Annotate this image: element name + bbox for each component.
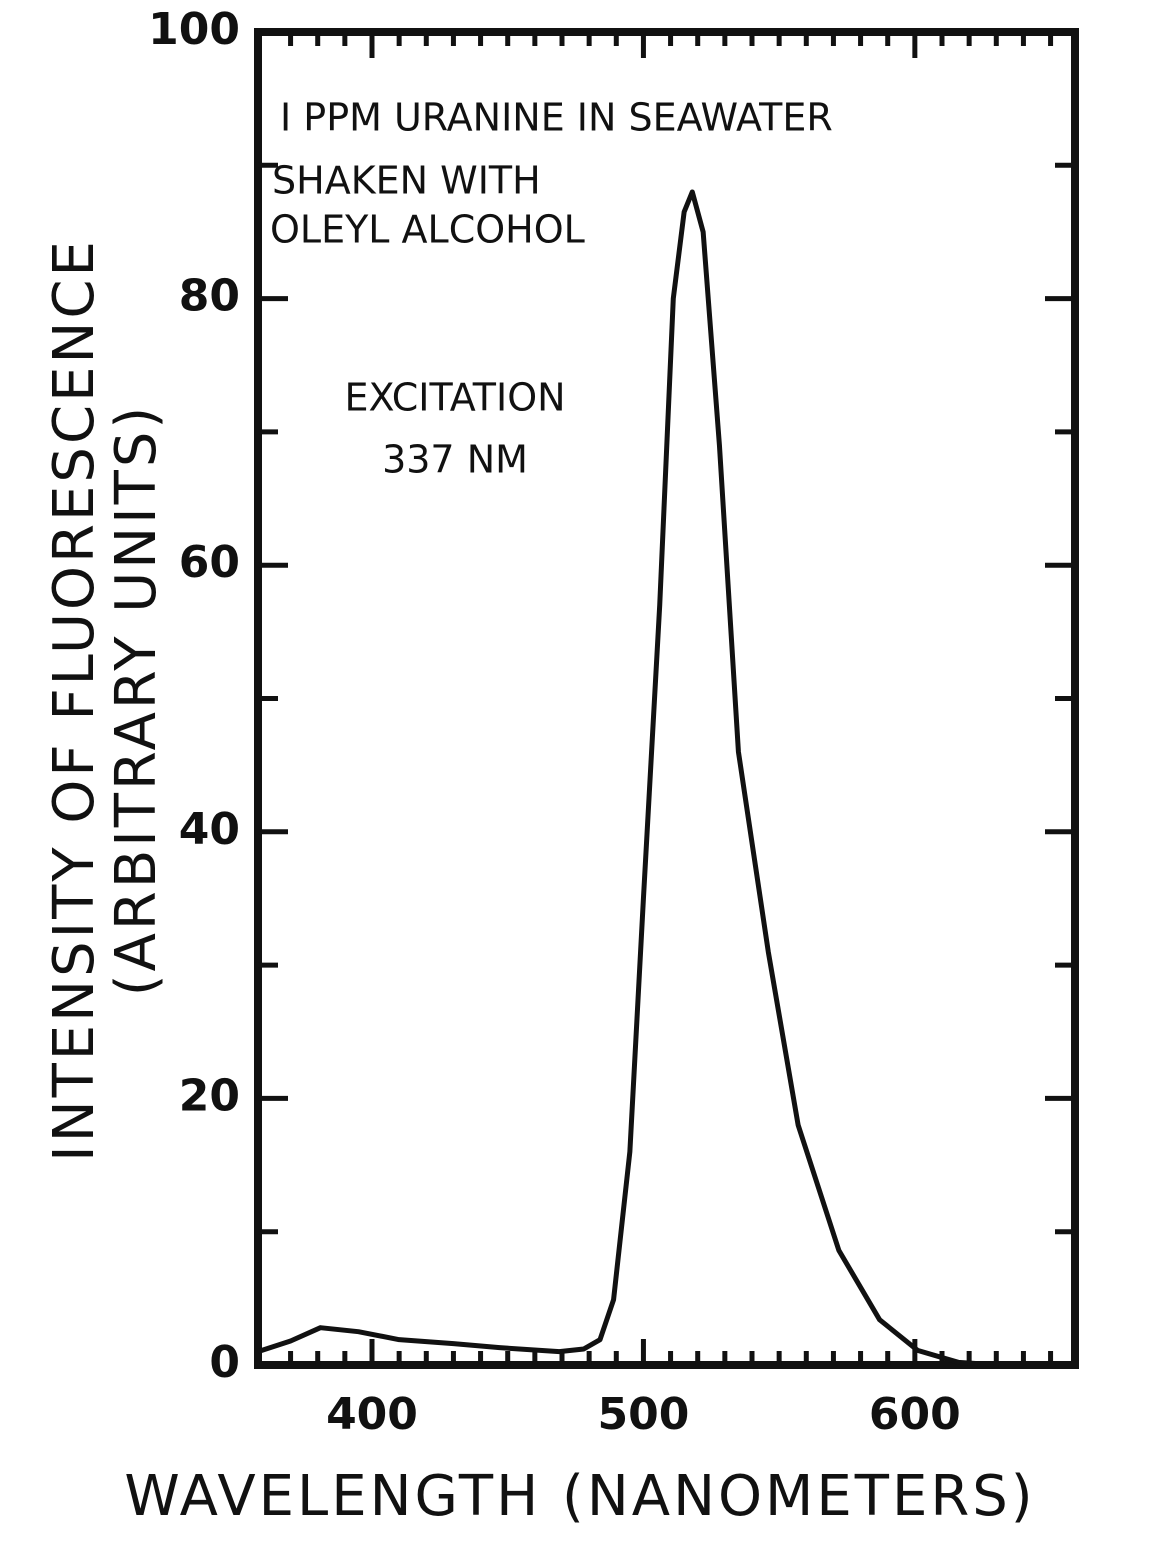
line [257, 189, 1000, 1368]
x-tick-label: 400 [326, 1389, 418, 1440]
x-tick-label: 500 [597, 1389, 689, 1440]
x-axis-label: WAVELENGTH (NANOMETERS) [124, 1464, 1035, 1529]
annotation: SHAKEN WITH [272, 159, 541, 203]
y-axis-label: (ARBITRARY UNITS) [104, 404, 169, 997]
y-tick-label: 60 [179, 537, 240, 588]
annotation: OLEYL ALCOHOL [270, 208, 585, 252]
annotation: 337 NM [382, 438, 528, 482]
annotation: EXCITATION [344, 376, 565, 420]
y-tick-label: 80 [179, 271, 240, 322]
y-axis-label: INTENSITY OF FLUORESCENCE [42, 238, 107, 1162]
y-tick-label: 0 [209, 1337, 240, 1388]
annotation: I PPM URANINE IN SEAWATER [280, 96, 833, 140]
y-tick-label: 20 [179, 1070, 240, 1121]
y-tick-label: 100 [148, 4, 240, 55]
y-tick-label: 40 [179, 804, 240, 855]
x-tick-label: 600 [869, 1389, 961, 1440]
